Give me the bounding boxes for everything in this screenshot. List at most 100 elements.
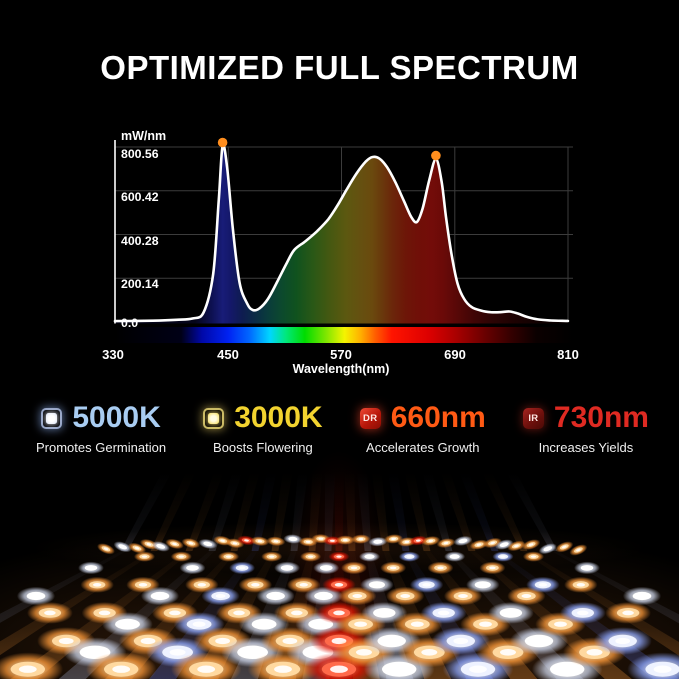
led-dot [359,551,380,562]
led-dot [593,627,652,655]
led-dot [256,586,295,606]
led-dot [170,652,242,679]
led-dot [421,536,441,546]
light-beam-up [371,472,390,551]
spectrum-plot-area [113,137,573,343]
led-dot [420,602,467,624]
warm-white-led-chip-icon [203,407,225,429]
light-beam-up [344,472,356,551]
spectrum-curve [113,143,570,323]
chip-text-dr: DR [363,412,378,424]
infrared-led-chip-icon: IR [522,407,544,429]
led-dot [622,586,662,606]
led-dot [564,576,598,593]
y-tick-200: 200.14 [121,277,159,291]
led-dot [338,586,377,606]
chart-axis-labels: mW/nm 800.56 600.42 400.28 200.14 0.0 33… [102,129,579,376]
led-dot [526,576,560,593]
led-dot [316,602,362,624]
white-led-chip-icon [41,407,63,429]
light-beam-up [422,472,453,551]
led-dot [453,535,473,546]
light-beam-up [334,472,344,551]
legend-row: DR 660nm [359,403,486,433]
led-dot [469,539,489,550]
x-tick-450: 450 [217,347,239,362]
y-tick-600: 600.42 [121,190,159,204]
led-dot [351,534,371,544]
x-tick-810: 810 [557,347,579,362]
legend-row: 5000K [41,401,161,434]
led-dot [569,544,588,556]
page-title: OPTIMIZED FULL SPECTRUM [100,49,579,86]
led-dot [250,536,270,547]
light-beam-up [324,472,336,551]
light-beam-up [458,472,499,551]
x-tick-570: 570 [330,347,352,362]
led-dot [179,561,206,575]
light-beam [0,551,157,656]
led-dot [16,586,56,606]
light-beam-up [230,472,260,551]
led-dot [229,561,256,575]
spectrum-legend: 5000K Promotes Germination 3000K Boosts … [36,401,649,456]
led-dot [427,561,454,575]
light-beam-up [387,472,410,551]
y-tick-800: 800.56 [121,147,159,161]
legend-label-730nm: Increases Yields [538,440,634,455]
legend-item-5000k: 5000K Promotes Germination [36,401,166,456]
led-dot [627,652,679,679]
y-axis-unit-label: mW/nm [121,129,166,143]
led-dot [522,539,541,550]
light-beam-up [482,472,528,551]
legend-item-660nm: DR 660nm Accelerates Growth [359,403,486,455]
led-dot [523,551,544,562]
light-beam-up [290,472,308,551]
legend-label-660nm: Accelerates Growth [366,440,480,455]
led-dot [555,541,574,553]
led-dot [409,576,444,593]
led-dot [198,538,218,549]
led-dot [443,586,483,606]
led-dot [538,543,557,555]
led-dot [78,561,104,575]
led-dot [492,551,514,562]
legend-value-3000k: 3000K [234,401,323,434]
legend-item-3000k: 3000K Boosts Flowering [203,401,323,455]
led-dot [313,561,340,575]
led-dot [368,536,388,547]
led-dot [85,652,157,679]
led-dot [261,551,283,562]
wavelength-color-bar [115,327,573,343]
led-dot [283,534,303,544]
led-dot [113,541,132,553]
led-dot [97,543,115,555]
led-dot [444,551,466,562]
led-dot [201,586,240,606]
legend-row: 3000K [203,401,323,434]
legend-value-5000k: 5000K [72,401,161,434]
peak-marker [217,137,228,148]
chip-text-ir: IR [528,412,539,424]
led-dot [181,538,201,549]
chip-core [46,412,58,424]
led-dot [488,602,534,624]
led-dot [380,561,407,575]
y-tick-400: 400.28 [121,234,159,248]
light-beam-up [506,472,558,551]
light-beam [521,551,679,656]
led-dot [80,576,114,593]
led-dot [0,652,64,679]
led-dot [386,586,425,606]
peak-marker [431,150,441,161]
led-dot [237,535,256,546]
legend-label-3000k: Boosts Flowering [213,440,313,455]
led-dot [466,576,500,593]
light-beam-up [440,472,476,551]
light-beam-up [271,472,293,551]
led-dot [170,551,192,562]
led-dot [300,551,322,562]
legend-value-730nm: 730nm [553,401,649,434]
led-dot [360,576,394,593]
